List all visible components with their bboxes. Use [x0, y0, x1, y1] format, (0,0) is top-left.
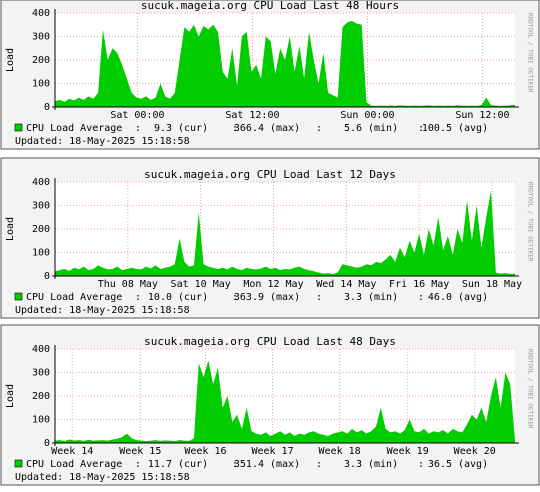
stat-value: 363.9 [234, 292, 264, 303]
stat-kind: (avg) [458, 292, 488, 303]
stat-value: 100.5 [422, 123, 452, 134]
x-tick-label: Week 15 [119, 446, 161, 457]
y-tick-label: 0 [44, 438, 50, 449]
y-axis-label: Load [5, 48, 16, 72]
stat-value: 46.0 [428, 292, 452, 303]
y-tick-label: 400 [32, 177, 50, 188]
legend-separator: : [418, 123, 424, 134]
stat-kind: (min) [368, 459, 398, 470]
stat-kind: (avg) [458, 123, 488, 134]
stat-value: 3.3 [344, 459, 362, 470]
updated: Updated: 18-May-2025 15:18:58 [15, 472, 190, 483]
legend-separator: : [316, 292, 322, 303]
stat-kind: (max) [270, 123, 300, 134]
x-tick-label: Sun 18 May [462, 279, 522, 290]
x-tick-label: Week 18 [319, 446, 361, 457]
y-tick-label: 200 [32, 224, 50, 235]
x-tick-label: Wed 14 May [316, 279, 376, 290]
x-tick-label: Sun 12:00 [455, 110, 509, 121]
x-tick-label: Sat 10 May [171, 279, 231, 290]
x-tick-label: Week 16 [184, 446, 226, 457]
x-tick-label: Sun 00:00 [340, 110, 394, 121]
legend-separator: : [135, 459, 141, 470]
stat-value: 36.5 [428, 459, 452, 470]
stat-value: 351.4 [234, 459, 264, 470]
stat-value: 11.7 [148, 459, 172, 470]
y-tick-label: 100 [32, 415, 50, 426]
legend-separator: : [316, 459, 322, 470]
y-tick-label: 400 [32, 344, 50, 355]
stat-value: 5.6 [344, 123, 362, 134]
load-area [55, 20, 515, 108]
stat-value: 9.3 [154, 123, 172, 134]
x-tick-label: Sat 12:00 [225, 110, 279, 121]
x-tick-label: Fri 16 May [389, 279, 449, 290]
y-tick-label: 300 [32, 201, 50, 212]
stat-value: 10.0 [148, 292, 172, 303]
chart-title: sucuk.mageia.org CPU Load Last 12 Days [144, 168, 396, 181]
legend-swatch [14, 123, 23, 132]
chart-title: sucuk.mageia.org CPU Load Last 48 Days [144, 335, 396, 348]
legend-separator: : [418, 292, 424, 303]
y-axis-label: Load [5, 384, 16, 408]
stat-kind: (max) [270, 459, 300, 470]
stat-kind: (min) [368, 292, 398, 303]
stat-kind: (cur) [178, 292, 208, 303]
y-tick-label: 300 [32, 32, 50, 43]
y-tick-label: 0 [44, 271, 50, 282]
legend-swatch [14, 459, 23, 468]
stat-kind: (max) [270, 292, 300, 303]
stat-kind: (avg) [458, 459, 488, 470]
x-tick-label: Sat 00:00 [110, 110, 164, 121]
legend-separator: : [232, 123, 238, 134]
x-tick-label: Mon 12 May [243, 279, 303, 290]
legend-separator: : [418, 459, 424, 470]
legend-label: CPU Load Average [26, 292, 122, 303]
plot-area [55, 349, 515, 443]
legend-separator: : [135, 123, 141, 134]
load-area [55, 190, 515, 276]
x-tick-label: Week 20 [454, 446, 496, 457]
legend-separator: : [316, 123, 322, 134]
y-tick-label: 300 [32, 368, 50, 379]
legend-label: CPU Load Average [26, 459, 122, 470]
y-tick-label: 100 [32, 248, 50, 259]
legend-separator: : [232, 292, 238, 303]
stat-value: 366.4 [234, 123, 264, 134]
updated: Updated: 18-May-2025 15:18:58 [15, 136, 190, 147]
watermark: RRDTOOL / TOBI OETIKER [527, 182, 534, 262]
updated: Updated: 18-May-2025 15:18:58 [15, 305, 190, 316]
legend-label: CPU Load Average [26, 123, 122, 134]
y-axis-label: Load [5, 217, 16, 241]
y-tick-label: 200 [32, 55, 50, 66]
y-tick-label: 0 [44, 102, 50, 113]
legend-swatch [14, 292, 23, 301]
stat-kind: (min) [368, 123, 398, 134]
legend-separator: : [135, 292, 141, 303]
y-tick-label: 100 [32, 79, 50, 90]
x-tick-label: Thu 08 May [98, 279, 158, 290]
y-tick-label: 400 [32, 8, 50, 19]
y-tick-label: 200 [32, 391, 50, 402]
x-tick-label: Week 19 [387, 446, 429, 457]
load-area [55, 360, 515, 443]
stat-kind: (cur) [178, 123, 208, 134]
legend-separator: : [232, 459, 238, 470]
watermark: RRDTOOL / TOBI OETIKER [527, 13, 534, 93]
x-tick-label: Week 14 [51, 446, 93, 457]
x-tick-label: Week 17 [251, 446, 293, 457]
watermark: RRDTOOL / TOBI OETIKER [527, 349, 534, 429]
stat-value: 3.3 [344, 292, 362, 303]
chart-title: sucuk.mageia.org CPU Load Last 48 Hours [141, 0, 399, 12]
stat-kind: (cur) [178, 459, 208, 470]
